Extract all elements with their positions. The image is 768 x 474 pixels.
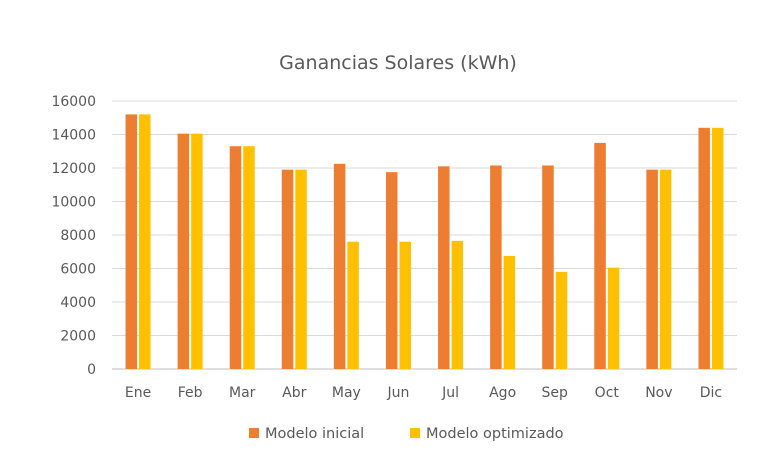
bar-modelo-inicial-jul [438,166,450,369]
x-tick-label-ago: Ago [489,385,516,401]
y-tick-label: 14000 [51,128,96,144]
x-tick-label-abr: Abr [282,385,306,401]
gridlines [112,100,737,370]
bar-modelo-inicial-sep [542,165,554,369]
bar-modelo-optimizado-ago [503,255,516,369]
x-tick-label-jun: Jun [387,385,410,401]
y-axis-tick-labels: 0 2000 4000 6000 8000 10000 12000 14000 16000 [51,94,96,378]
bar-modelo-optimizado-jun [399,241,411,369]
bar-modelo-optimizado-may [347,241,359,369]
legend-label-modelo-optimizado: Modelo optimizado [426,426,564,442]
y-tick-label: 16000 [51,94,96,110]
bar-modelo-optimizado-jul [451,240,464,369]
y-tick-label: 10000 [51,195,96,211]
y-tick-label: 12000 [51,161,96,177]
x-tick-label-dic: Dic [700,385,722,401]
x-tick-label-sep: Sep [542,385,569,401]
y-tick-label: 4000 [60,295,96,311]
bar-modelo-inicial-jun [385,172,398,369]
x-tick-label-feb: Feb [178,385,203,401]
bar-modelo-optimizado-abr [295,169,307,369]
x-tick-label-jul: Jul [441,385,459,401]
bar-modelo-optimizado-dic [711,127,724,369]
x-axis-tick-labels: Ene Feb Mar Abr May Jun Jul Ago Sep Oct Nov Dic [125,385,722,401]
bar-modelo-inicial-mar [229,146,242,369]
bar-modelo-inicial-ene [125,114,138,370]
bar-modelo-optimizado-oct [607,267,620,369]
bar-modelo-inicial-nov [646,169,658,369]
bar-modelo-optimizado-ene [139,114,151,370]
y-tick-label: 2000 [60,329,96,345]
bar-modelo-inicial-oct [594,142,606,369]
bars [125,114,724,370]
y-tick-label: 6000 [60,262,96,278]
bar-modelo-inicial-ago [490,165,502,369]
bar-modelo-optimizado-sep [555,271,568,369]
x-tick-label-nov: Nov [645,385,672,401]
x-tick-label-oct: Oct [595,385,620,401]
y-tick-label: 0 [87,362,96,378]
legend-swatch-modelo-inicial [249,428,259,438]
bar-modelo-inicial-may [333,163,346,369]
bar-modelo-optimizado-nov [659,169,672,369]
chart-title: Ganancias Solares (kWh) [279,52,517,74]
bar-modelo-inicial-dic [698,127,710,369]
bar-modelo-inicial-feb [177,133,190,369]
x-tick-label-may: May [332,385,361,401]
bar-modelo-inicial-abr [281,169,294,369]
x-tick-label-ene: Ene [125,385,151,401]
y-tick-label: 8000 [60,228,96,244]
legend-label-modelo-inicial: Modelo inicial [265,426,364,442]
legend: Modelo inicial Modelo optimizado [249,426,564,442]
legend-swatch-modelo-optimizado [410,428,420,438]
bar-modelo-optimizado-feb [191,133,203,369]
x-tick-label-mar: Mar [229,385,256,401]
bar-modelo-optimizado-mar [243,146,255,369]
